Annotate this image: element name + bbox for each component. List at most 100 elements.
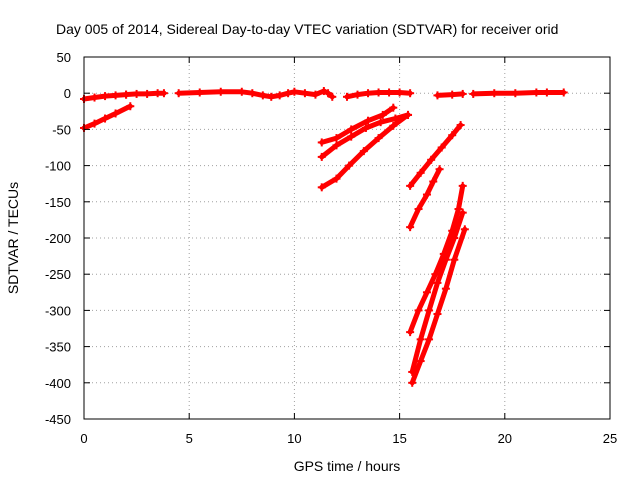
y-tick-label: -200 bbox=[45, 231, 71, 246]
data-point bbox=[450, 255, 459, 264]
data-point bbox=[406, 223, 415, 232]
data-point bbox=[441, 284, 450, 293]
series-7 bbox=[317, 103, 398, 147]
y-tick-label: -100 bbox=[45, 159, 71, 174]
data-point bbox=[458, 89, 467, 98]
data-point bbox=[332, 134, 341, 143]
x-tick-label: 15 bbox=[392, 431, 406, 446]
data-point bbox=[90, 119, 99, 128]
series-track bbox=[81, 103, 133, 131]
data-point bbox=[359, 147, 368, 156]
data-point bbox=[490, 89, 499, 98]
y-tick-label: -300 bbox=[45, 303, 71, 318]
data-point bbox=[376, 118, 385, 127]
data-point bbox=[258, 91, 267, 100]
series-track bbox=[407, 122, 464, 189]
data-point bbox=[542, 88, 551, 97]
data-point bbox=[448, 131, 457, 140]
data-point bbox=[311, 90, 320, 99]
data-point bbox=[408, 378, 417, 387]
plot-frame bbox=[83, 56, 611, 420]
data-point bbox=[111, 109, 120, 118]
series-layer bbox=[80, 87, 568, 387]
data-point bbox=[406, 328, 415, 337]
data-point bbox=[361, 123, 370, 132]
data-point bbox=[422, 288, 431, 297]
data-point bbox=[332, 141, 341, 150]
data-point bbox=[433, 278, 442, 287]
data-point bbox=[284, 89, 293, 98]
x-tick-label: 5 bbox=[186, 431, 193, 446]
data-point bbox=[414, 205, 423, 214]
data-point bbox=[332, 174, 341, 183]
data-point bbox=[454, 205, 463, 214]
series-0 bbox=[80, 90, 131, 103]
data-point bbox=[425, 306, 434, 315]
data-point bbox=[389, 103, 398, 112]
data-point bbox=[374, 88, 383, 97]
data-point bbox=[347, 125, 356, 134]
series-track bbox=[407, 183, 466, 335]
data-point bbox=[111, 91, 120, 100]
y-tick-label: 0 bbox=[64, 86, 71, 101]
series-11 bbox=[406, 165, 444, 232]
data-point bbox=[460, 225, 469, 234]
data-point bbox=[328, 92, 337, 101]
y-tick-label: -50 bbox=[52, 122, 71, 137]
data-point bbox=[433, 310, 442, 319]
data-point bbox=[364, 89, 373, 98]
data-point bbox=[559, 88, 568, 97]
data-point bbox=[414, 306, 423, 315]
series-13 bbox=[408, 208, 467, 376]
data-point bbox=[435, 165, 444, 174]
data-point bbox=[267, 92, 276, 101]
data-point bbox=[248, 89, 257, 98]
grid-layer bbox=[84, 57, 610, 419]
data-point bbox=[427, 155, 436, 164]
data-point bbox=[441, 255, 450, 264]
data-point bbox=[300, 89, 309, 98]
data-point bbox=[174, 89, 183, 98]
series-2 bbox=[80, 102, 135, 132]
series-1 bbox=[122, 89, 168, 99]
data-point bbox=[469, 89, 478, 98]
x-tick-label: 25 bbox=[603, 431, 617, 446]
y-axis-label: SDTVAR / TECUs bbox=[5, 182, 21, 294]
data-point bbox=[343, 92, 351, 101]
data-point bbox=[458, 208, 467, 217]
data-point bbox=[416, 357, 425, 366]
data-point bbox=[122, 90, 131, 99]
data-point bbox=[425, 335, 434, 344]
data-point bbox=[378, 110, 387, 119]
y-tick-label: -250 bbox=[45, 267, 71, 282]
data-point bbox=[275, 91, 284, 100]
series-14 bbox=[408, 225, 469, 387]
data-point bbox=[216, 87, 225, 96]
data-point bbox=[347, 132, 356, 141]
data-point bbox=[290, 87, 299, 96]
data-point bbox=[385, 88, 394, 97]
data-point bbox=[532, 88, 541, 97]
x-tick-label: 10 bbox=[287, 431, 301, 446]
y-tick-label: -450 bbox=[45, 412, 71, 427]
series-3 bbox=[174, 87, 337, 101]
data-point bbox=[237, 87, 246, 96]
data-point bbox=[90, 93, 99, 102]
data-point bbox=[345, 161, 354, 170]
y-tick-label: 50 bbox=[57, 50, 71, 65]
data-point bbox=[448, 90, 457, 99]
data-point bbox=[374, 134, 383, 143]
data-point bbox=[317, 138, 326, 147]
data-point bbox=[422, 190, 431, 199]
data-point bbox=[324, 89, 333, 98]
data-point bbox=[353, 90, 362, 99]
data-point bbox=[317, 183, 326, 192]
y-tick-label: -400 bbox=[45, 376, 71, 391]
data-point bbox=[416, 335, 425, 344]
data-point bbox=[406, 89, 415, 98]
data-point bbox=[458, 181, 467, 190]
data-point bbox=[132, 89, 141, 98]
data-point bbox=[456, 121, 465, 130]
data-point bbox=[450, 234, 459, 242]
series-4 bbox=[343, 88, 415, 101]
